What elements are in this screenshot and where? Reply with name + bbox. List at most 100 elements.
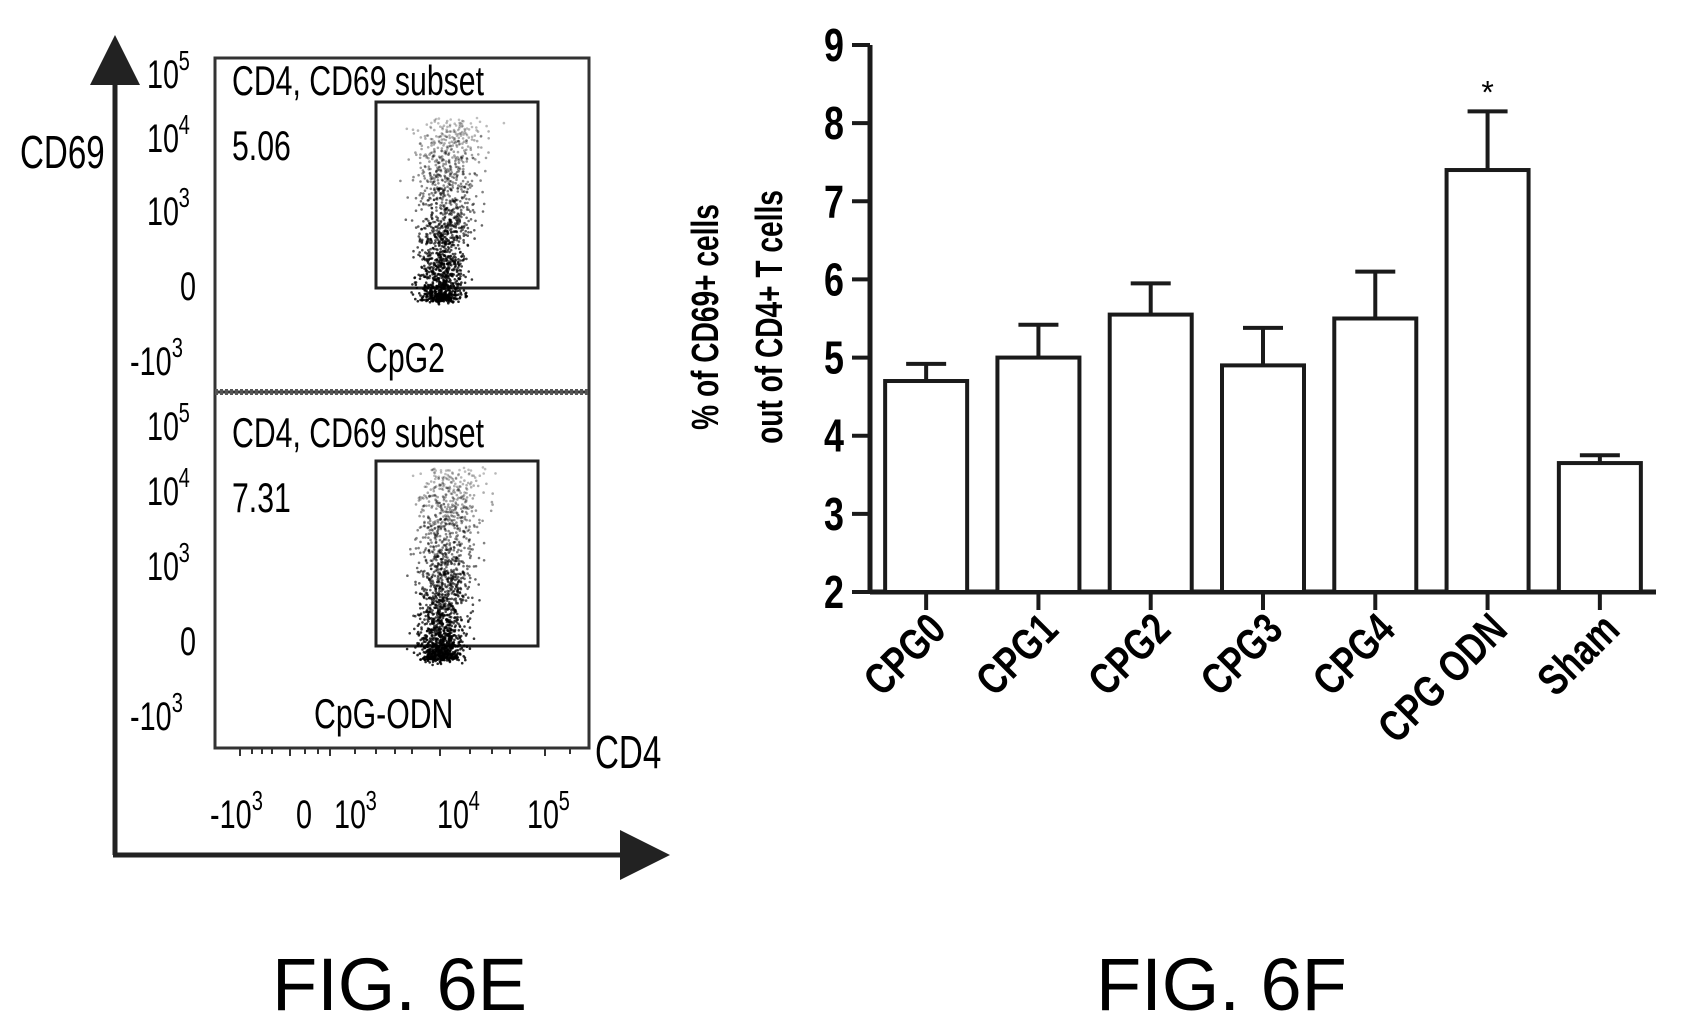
scatter-dot — [466, 615, 469, 618]
scatter-dot — [458, 652, 461, 655]
scatter-dot — [456, 243, 460, 247]
scatter-dot — [457, 136, 461, 140]
scatter-dot — [449, 165, 452, 168]
scatter-dot — [438, 173, 442, 177]
y-tick-top-0-exp: 5 — [179, 46, 190, 77]
scatter-dot — [419, 254, 422, 258]
x-tick-1: 0 — [296, 792, 312, 837]
scatter-dot — [458, 167, 462, 171]
scatter-dot — [433, 262, 437, 266]
scatter-dot — [453, 546, 456, 550]
scatter-dot — [439, 226, 443, 229]
scatter-dot — [473, 139, 476, 142]
scatter-dot — [445, 585, 449, 589]
scatter-dot — [423, 618, 426, 621]
scatter-dot — [432, 180, 435, 184]
scatter-dot — [448, 522, 452, 526]
scatter-dot — [443, 175, 447, 178]
scatter-dot — [474, 509, 478, 512]
scatter-dot — [425, 156, 428, 159]
scatter-dot — [427, 193, 431, 196]
scatter-dot — [463, 515, 467, 519]
x-ticks: -10 3 0 10 3 10 4 10 5 — [210, 786, 570, 837]
scatter-dot — [475, 116, 479, 120]
scatter-dot — [449, 531, 452, 535]
scatter-dot — [443, 204, 446, 207]
scatter-dot — [417, 546, 420, 550]
scatter-dot — [443, 174, 446, 178]
scatter-dot — [459, 275, 462, 278]
scatter-dot — [471, 610, 475, 613]
scatter-dot — [469, 148, 473, 151]
scatter-dot — [442, 158, 446, 162]
scatter-dot — [469, 231, 473, 234]
scatter-dot — [451, 643, 455, 646]
x-tick-label: CPG1 — [967, 604, 1068, 705]
scatter-dot — [460, 188, 463, 191]
scatter-dot — [451, 240, 455, 244]
scatter-dot — [422, 575, 425, 578]
scatter-dot — [444, 138, 448, 142]
scatter-dot — [456, 503, 460, 507]
scatter-dot — [453, 563, 456, 566]
scatter-dot — [443, 497, 446, 500]
scatter-dot — [455, 621, 459, 624]
scatter-dot — [453, 278, 457, 281]
x-tick-2-exp: 3 — [366, 786, 377, 817]
scatter-dot — [459, 560, 463, 563]
scatter-dot — [419, 510, 423, 514]
scatter-dot — [453, 130, 457, 133]
scatter-dot — [475, 126, 478, 129]
scatter-dot — [419, 540, 422, 544]
scatter-dot — [461, 154, 465, 158]
scatter-dot — [436, 238, 440, 242]
scatter-dot — [441, 597, 445, 600]
scatter-dot — [433, 467, 436, 471]
scatter-dot — [455, 524, 459, 527]
scatter-dot — [478, 599, 481, 602]
scatter-dot — [439, 504, 443, 507]
scatter-dot — [462, 196, 466, 199]
scatter-dot — [428, 522, 432, 526]
scatter-dot — [462, 631, 466, 635]
scatter-dot — [426, 287, 430, 290]
scatter-dot — [468, 186, 472, 189]
scatter-dot — [432, 570, 436, 574]
scatter-dot — [434, 290, 437, 294]
scatter-dot — [463, 573, 466, 577]
scatter-dot — [445, 170, 449, 174]
scatter-dot — [444, 250, 447, 254]
scatter-dot — [424, 533, 428, 536]
scatter-dot — [425, 298, 429, 302]
scatter-dot — [430, 651, 434, 654]
scatter-dot — [441, 250, 444, 253]
scatter-dot — [423, 285, 427, 289]
scatter-dot — [442, 543, 446, 547]
scatter-dot — [426, 146, 430, 149]
scatter-dot — [426, 657, 429, 660]
scatter-dot — [440, 578, 444, 582]
scatter-dot — [459, 121, 463, 125]
scatter-dot — [485, 482, 488, 486]
scatter-dot — [439, 518, 443, 521]
scatter-dot — [461, 179, 465, 183]
scatter-dot — [445, 135, 448, 138]
scatter-dot — [453, 154, 456, 157]
scatter-dot — [457, 487, 460, 490]
scatter-dot — [441, 479, 445, 482]
scatter-dot — [435, 169, 439, 172]
scatter-dot — [420, 265, 423, 269]
scatter-dot — [463, 531, 467, 534]
scatter-dot — [436, 525, 440, 529]
scatter-dot — [458, 132, 462, 135]
scatter-dot — [439, 135, 443, 138]
scatter-dot — [433, 242, 436, 245]
scatter-dot — [442, 638, 445, 641]
scatter-dot — [438, 616, 442, 620]
scatter-dot — [463, 535, 466, 538]
scatter-dot — [441, 179, 445, 182]
y-tick-top-4: -10 — [130, 339, 172, 384]
scatter-dot — [432, 278, 436, 282]
scatter-dot — [441, 239, 445, 242]
